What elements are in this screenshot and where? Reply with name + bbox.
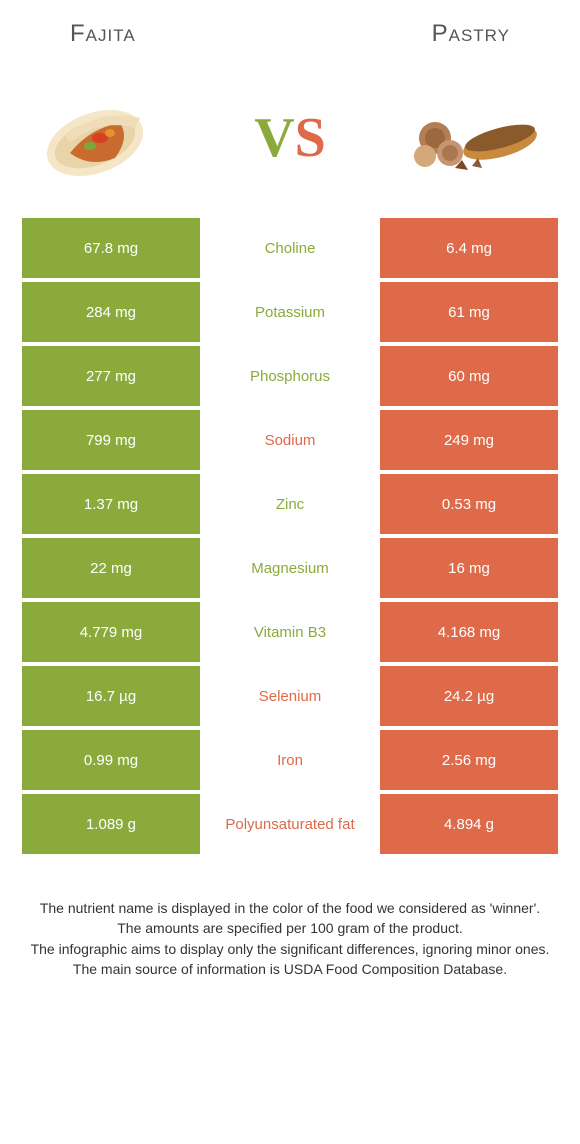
table-row: 16.7 µgSelenium24.2 µg xyxy=(22,666,558,726)
cell-left-value: 67.8 mg xyxy=(22,218,200,278)
cell-right-value: 0.53 mg xyxy=(380,474,558,534)
cell-left-value: 799 mg xyxy=(22,410,200,470)
table-row: 0.99 mgIron2.56 mg xyxy=(22,730,558,790)
cell-right-value: 2.56 mg xyxy=(380,730,558,790)
table-row: 4.779 mgVitamin B34.168 mg xyxy=(22,602,558,662)
table-row: 1.37 mgZinc0.53 mg xyxy=(22,474,558,534)
cell-right-value: 6.4 mg xyxy=(380,218,558,278)
comparison-table: 67.8 mgCholine6.4 mg284 mgPotassium61 mg… xyxy=(22,218,558,854)
cell-right-value: 249 mg xyxy=(380,410,558,470)
table-row: 67.8 mgCholine6.4 mg xyxy=(22,218,558,278)
cell-right-value: 4.168 mg xyxy=(380,602,558,662)
cell-nutrient-name: Potassium xyxy=(200,282,380,342)
cell-left-value: 284 mg xyxy=(22,282,200,342)
header: Fajita Pastry xyxy=(0,0,580,58)
cell-nutrient-name: Selenium xyxy=(200,666,380,726)
cell-left-value: 1.089 g xyxy=(22,794,200,854)
cell-nutrient-name: Vitamin B3 xyxy=(200,602,380,662)
table-row: 284 mgPotassium61 mg xyxy=(22,282,558,342)
vs-v: V xyxy=(254,107,294,169)
title-left: Fajita xyxy=(70,20,136,48)
footer-line: The nutrient name is displayed in the co… xyxy=(30,898,550,918)
vs-label: VS xyxy=(254,106,326,170)
cell-left-value: 277 mg xyxy=(22,346,200,406)
cell-right-value: 4.894 g xyxy=(380,794,558,854)
table-row: 1.089 gPolyunsaturated fat4.894 g xyxy=(22,794,558,854)
cell-nutrient-name: Choline xyxy=(200,218,380,278)
pastry-image xyxy=(400,88,540,188)
cell-left-value: 16.7 µg xyxy=(22,666,200,726)
images-row: VS xyxy=(0,58,580,218)
cell-nutrient-name: Phosphorus xyxy=(200,346,380,406)
cell-right-value: 61 mg xyxy=(380,282,558,342)
fajita-image xyxy=(40,88,180,188)
vs-s: S xyxy=(295,107,326,169)
cell-left-value: 4.779 mg xyxy=(22,602,200,662)
cell-nutrient-name: Polyunsaturated fat xyxy=(200,794,380,854)
cell-nutrient-name: Zinc xyxy=(200,474,380,534)
title-right: Pastry xyxy=(432,20,510,48)
footer-notes: The nutrient name is displayed in the co… xyxy=(0,858,580,979)
cell-left-value: 22 mg xyxy=(22,538,200,598)
cell-right-value: 16 mg xyxy=(380,538,558,598)
footer-line: The main source of information is USDA F… xyxy=(30,959,550,979)
table-row: 22 mgMagnesium16 mg xyxy=(22,538,558,598)
footer-line: The amounts are specified per 100 gram o… xyxy=(30,918,550,938)
cell-left-value: 1.37 mg xyxy=(22,474,200,534)
cell-nutrient-name: Magnesium xyxy=(200,538,380,598)
footer-line: The infographic aims to display only the… xyxy=(30,939,550,959)
cell-right-value: 24.2 µg xyxy=(380,666,558,726)
cell-left-value: 0.99 mg xyxy=(22,730,200,790)
cell-nutrient-name: Iron xyxy=(200,730,380,790)
table-row: 277 mgPhosphorus60 mg xyxy=(22,346,558,406)
table-row: 799 mgSodium249 mg xyxy=(22,410,558,470)
cell-right-value: 60 mg xyxy=(380,346,558,406)
cell-nutrient-name: Sodium xyxy=(200,410,380,470)
